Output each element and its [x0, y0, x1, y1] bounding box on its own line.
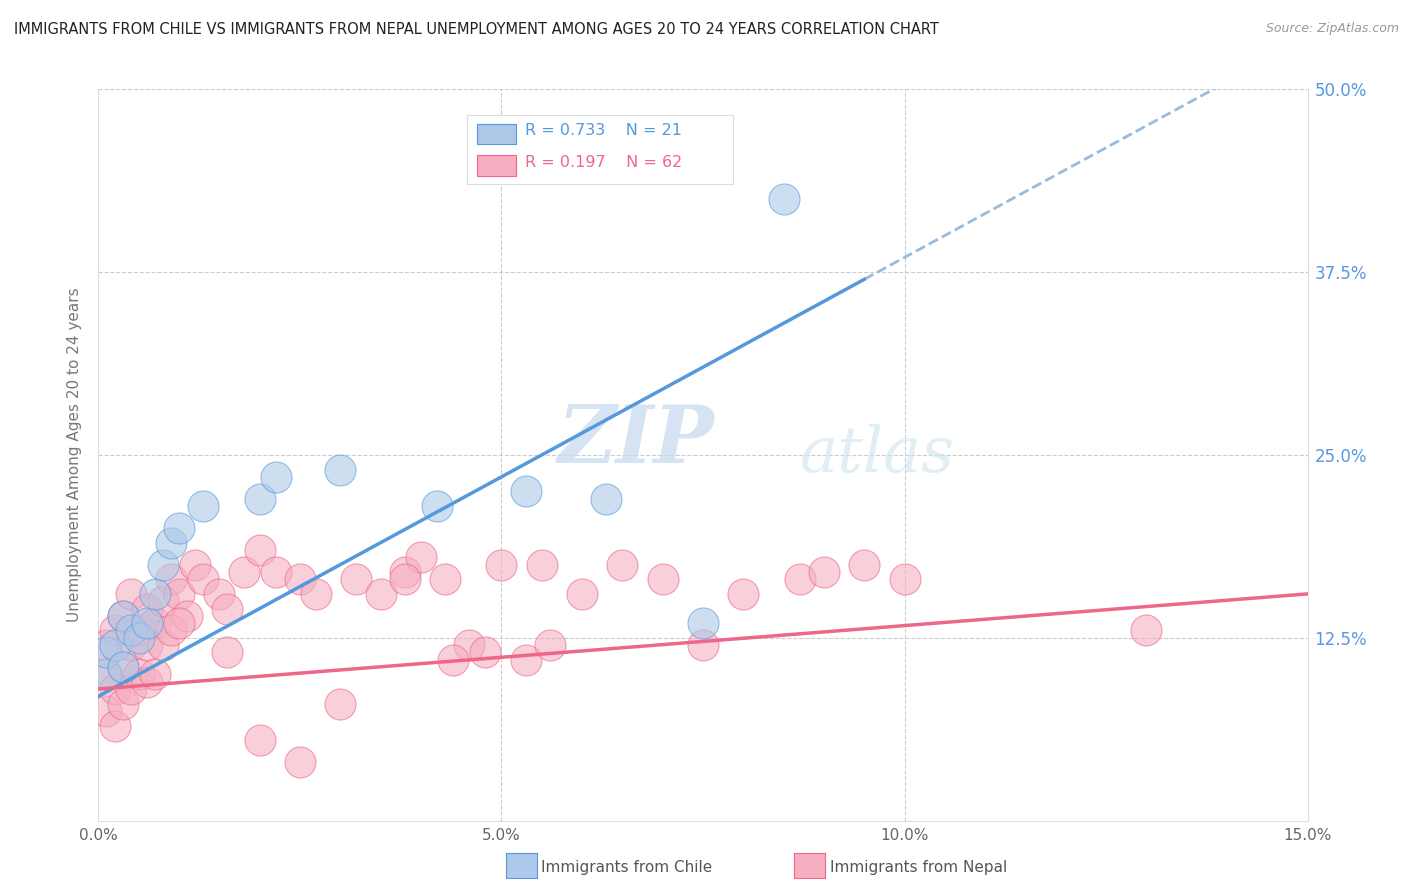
Point	[167, 521, 190, 535]
Point	[853, 558, 876, 572]
Point	[135, 638, 157, 652]
Point	[305, 587, 328, 601]
Point	[167, 587, 190, 601]
Text: IMMIGRANTS FROM CHILE VS IMMIGRANTS FROM NEPAL UNEMPLOYMENT AMONG AGES 20 TO 24 : IMMIGRANTS FROM CHILE VS IMMIGRANTS FROM…	[14, 22, 939, 37]
Point	[135, 674, 157, 689]
Point	[733, 587, 755, 601]
Point	[160, 535, 183, 549]
Point	[491, 558, 513, 572]
Point	[193, 572, 215, 586]
Point	[135, 616, 157, 631]
Point	[249, 491, 271, 506]
Point	[612, 558, 634, 572]
Text: R = 0.197    N = 62: R = 0.197 N = 62	[526, 155, 682, 169]
Text: ZIP: ZIP	[558, 401, 714, 479]
Point	[96, 638, 118, 652]
Point	[160, 572, 183, 586]
Point	[143, 667, 166, 681]
FancyBboxPatch shape	[477, 155, 516, 176]
Point	[103, 638, 125, 652]
Point	[128, 624, 150, 638]
Point	[193, 499, 215, 513]
Point	[789, 572, 811, 586]
Point	[264, 470, 287, 484]
Text: Immigrants from Chile: Immigrants from Chile	[541, 860, 713, 874]
Point	[595, 491, 617, 506]
Point	[217, 645, 239, 659]
Point	[152, 638, 174, 652]
Point	[103, 624, 125, 638]
Point	[249, 733, 271, 747]
Point	[96, 667, 118, 681]
Point	[288, 755, 311, 769]
Point	[143, 587, 166, 601]
Point	[120, 587, 142, 601]
Point	[288, 572, 311, 586]
Point	[474, 645, 496, 659]
Point	[651, 572, 673, 586]
Point	[409, 550, 432, 565]
Point	[103, 681, 125, 696]
Point	[772, 192, 794, 206]
Text: Source: ZipAtlas.com: Source: ZipAtlas.com	[1265, 22, 1399, 36]
Point	[458, 638, 481, 652]
Point	[426, 499, 449, 513]
Point	[152, 594, 174, 608]
Point	[111, 697, 134, 711]
Text: Immigrants from Nepal: Immigrants from Nepal	[830, 860, 1007, 874]
Point	[208, 587, 231, 601]
Point	[184, 558, 207, 572]
FancyBboxPatch shape	[477, 124, 516, 144]
Point	[120, 681, 142, 696]
Point	[96, 667, 118, 681]
Point	[111, 608, 134, 623]
Point	[152, 558, 174, 572]
Point	[515, 484, 537, 499]
Point	[344, 572, 367, 586]
Point	[128, 667, 150, 681]
Point	[370, 587, 392, 601]
Point	[167, 616, 190, 631]
Point	[96, 645, 118, 659]
Point	[394, 565, 416, 579]
Point	[120, 638, 142, 652]
Point	[103, 718, 125, 732]
Point	[120, 624, 142, 638]
Point	[176, 608, 198, 623]
Point	[111, 660, 134, 674]
Point	[111, 660, 134, 674]
Point	[434, 572, 457, 586]
Point	[111, 608, 134, 623]
Point	[538, 638, 561, 652]
Point	[530, 558, 553, 572]
FancyBboxPatch shape	[467, 115, 734, 185]
Point	[232, 565, 254, 579]
Point	[329, 697, 352, 711]
Point	[96, 704, 118, 718]
Point	[329, 462, 352, 476]
Point	[249, 543, 271, 558]
Point	[441, 653, 464, 667]
Text: R = 0.733    N = 21: R = 0.733 N = 21	[526, 123, 682, 138]
Point	[394, 572, 416, 586]
Point	[160, 624, 183, 638]
Point	[264, 565, 287, 579]
Point	[135, 601, 157, 615]
Point	[692, 616, 714, 631]
Point	[217, 601, 239, 615]
Point	[143, 616, 166, 631]
Y-axis label: Unemployment Among Ages 20 to 24 years: Unemployment Among Ages 20 to 24 years	[67, 287, 83, 623]
Point	[128, 631, 150, 645]
Point	[1135, 624, 1157, 638]
Point	[893, 572, 915, 586]
Point	[813, 565, 835, 579]
Text: atlas: atlas	[800, 424, 955, 486]
Point	[571, 587, 593, 601]
Point	[515, 653, 537, 667]
Point	[692, 638, 714, 652]
